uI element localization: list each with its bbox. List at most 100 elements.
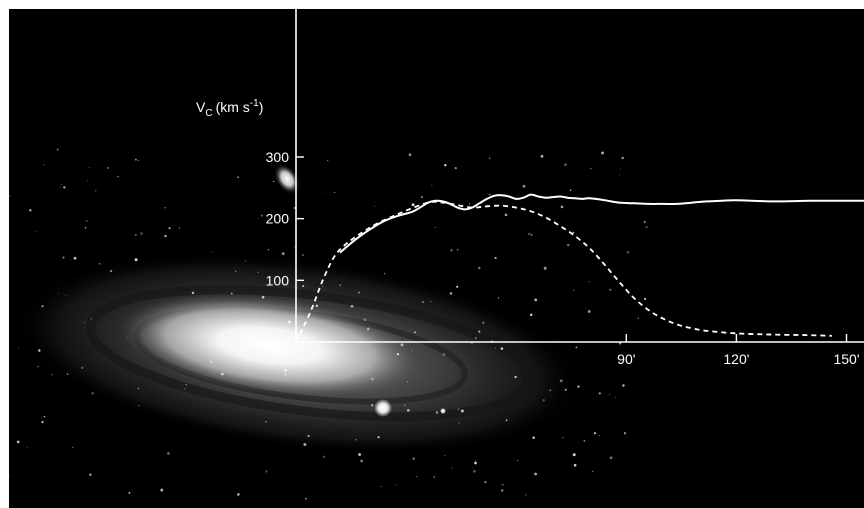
- star: [572, 289, 575, 292]
- star: [91, 391, 95, 395]
- star: [560, 205, 564, 209]
- star: [530, 234, 533, 236]
- star: [360, 459, 363, 463]
- y-axis-unit-suffix: ): [259, 99, 264, 115]
- star: [621, 156, 624, 160]
- star: [371, 404, 374, 407]
- star: [494, 347, 496, 349]
- star: [117, 176, 119, 178]
- star: [609, 288, 612, 291]
- star: [478, 266, 481, 270]
- y-axis-symbol: V: [196, 99, 206, 115]
- star: [85, 220, 88, 222]
- star: [484, 481, 487, 484]
- star: [90, 317, 93, 320]
- star: [573, 463, 577, 467]
- star: [88, 167, 90, 168]
- star: [608, 393, 611, 395]
- star: [9, 194, 11, 197]
- star: [475, 337, 477, 339]
- star: [433, 476, 436, 479]
- star: [626, 250, 630, 254]
- star: [643, 220, 646, 224]
- star: [514, 375, 517, 379]
- star: [416, 475, 418, 477]
- star: [456, 248, 459, 251]
- star: [411, 203, 415, 207]
- star: [451, 467, 453, 469]
- star: [380, 485, 382, 488]
- star: [265, 470, 268, 473]
- star: [339, 284, 342, 287]
- star: [478, 330, 481, 333]
- star: [284, 373, 287, 376]
- star: [35, 230, 37, 232]
- star: [210, 361, 213, 364]
- y-axis-unit-exponent: -1: [250, 98, 259, 109]
- star: [619, 168, 621, 170]
- star: [307, 434, 310, 438]
- star: [569, 189, 572, 191]
- star: [527, 232, 531, 236]
- star: [572, 231, 575, 234]
- star: [237, 493, 240, 496]
- star: [191, 291, 195, 295]
- star: [474, 461, 477, 465]
- star: [431, 184, 433, 186]
- star: [260, 214, 263, 217]
- star: [623, 432, 627, 435]
- star: [315, 304, 319, 308]
- star: [517, 459, 519, 462]
- star: [450, 249, 453, 252]
- star: [350, 304, 354, 308]
- star: [267, 248, 270, 251]
- star: [412, 457, 416, 461]
- star: [237, 176, 239, 178]
- star: [614, 396, 616, 398]
- star: [444, 454, 446, 456]
- star: [211, 251, 213, 253]
- star: [63, 186, 66, 189]
- star: [137, 159, 139, 162]
- star: [420, 196, 423, 199]
- star: [58, 292, 60, 294]
- star: [84, 226, 87, 229]
- star: [637, 317, 639, 319]
- star: [137, 387, 140, 390]
- star: [460, 409, 464, 413]
- star: [160, 488, 164, 492]
- star: [471, 467, 473, 469]
- star: [84, 322, 86, 324]
- star: [98, 262, 101, 265]
- star: [89, 473, 92, 476]
- star: [164, 206, 166, 209]
- star: [302, 254, 304, 256]
- star: [534, 472, 537, 476]
- star: [522, 184, 526, 188]
- observed-rotation-curve-line: [339, 193, 864, 254]
- star: [300, 358, 303, 361]
- x-tick-label: 150': [833, 351, 859, 367]
- star: [37, 366, 39, 368]
- star: [66, 373, 69, 375]
- star: [377, 436, 380, 439]
- star: [273, 260, 274, 261]
- star: [366, 328, 369, 331]
- star: [583, 440, 586, 442]
- star: [50, 373, 53, 376]
- star: [442, 353, 446, 357]
- star: [261, 295, 265, 299]
- star: [281, 252, 285, 256]
- galaxy-background: [9, 9, 864, 508]
- star: [501, 489, 504, 492]
- star: [543, 266, 547, 270]
- galaxy-disk: [15, 253, 583, 455]
- star: [284, 368, 287, 372]
- star: [454, 166, 457, 170]
- star: [549, 389, 552, 392]
- star: [435, 411, 439, 414]
- star: [554, 339, 555, 341]
- star: [407, 381, 409, 383]
- star: [618, 174, 621, 176]
